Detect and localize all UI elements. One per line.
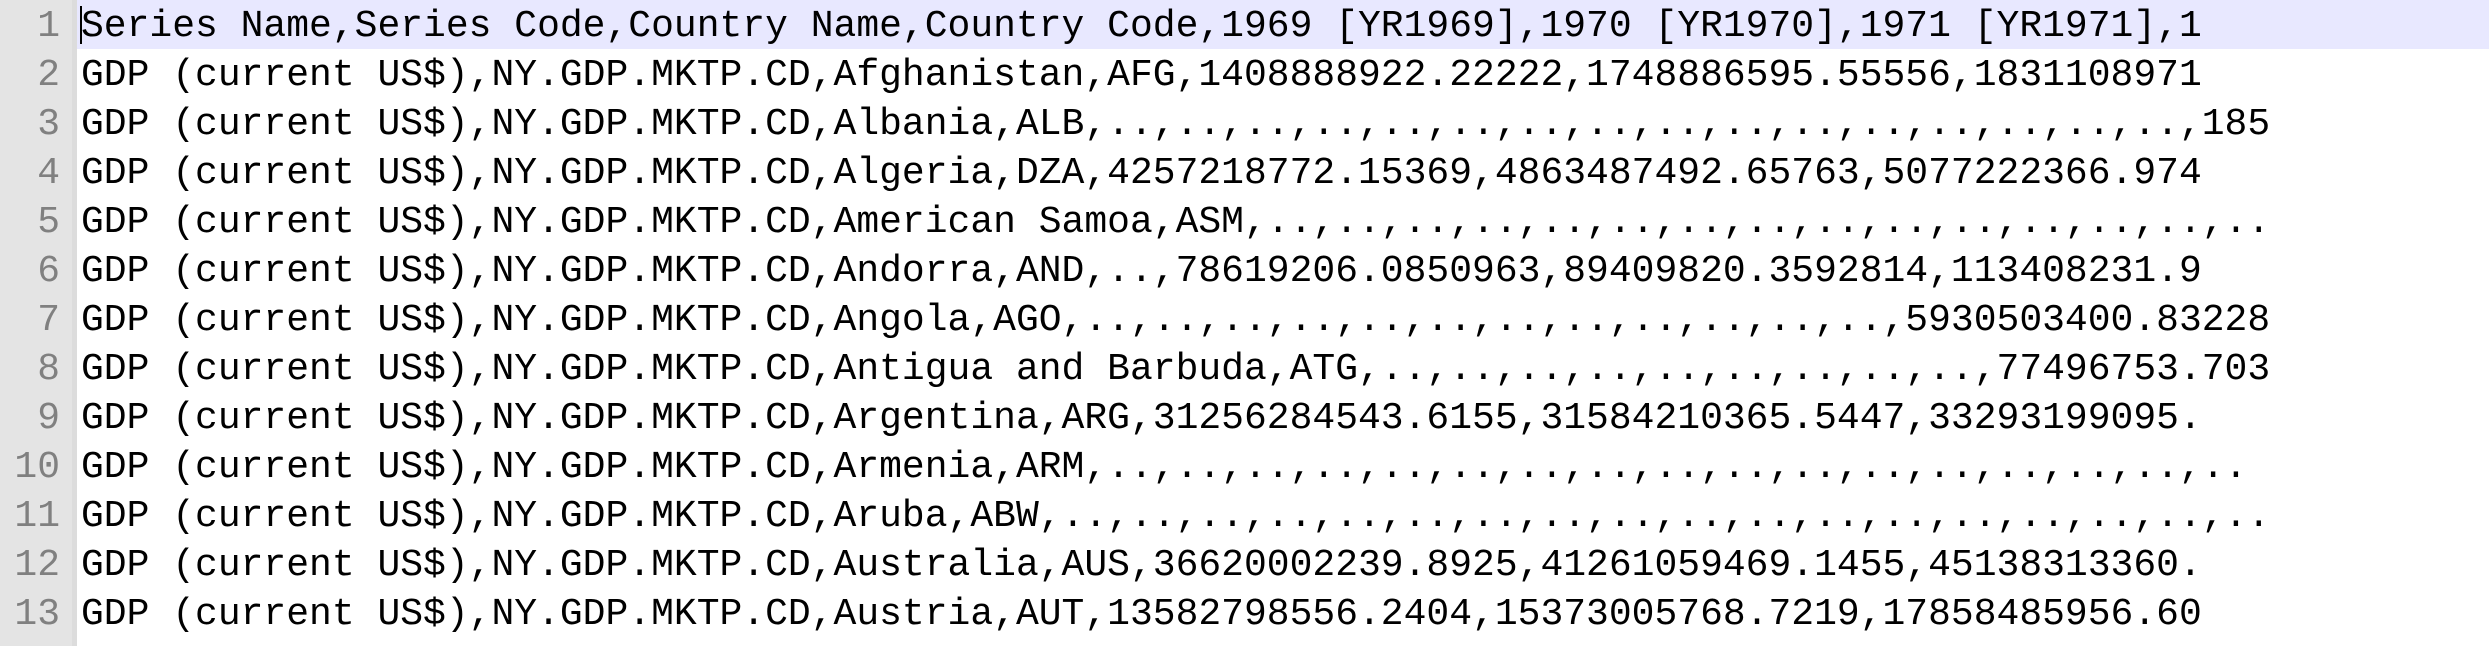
editor-line[interactable]: 11 GDP (current US$),NY.GDP.MKTP.CD,Arub…: [0, 490, 2489, 539]
line-number: 8: [37, 348, 60, 391]
line-text[interactable]: GDP (current US$),NY.GDP.MKTP.CD,Albania…: [81, 103, 2271, 146]
line-text[interactable]: GDP (current US$),NY.GDP.MKTP.CD,Algeria…: [81, 152, 2202, 195]
line-text[interactable]: GDP (current US$),NY.GDP.MKTP.CD,America…: [81, 201, 2271, 244]
editor-line[interactable]: 8 GDP (current US$),NY.GDP.MKTP.CD,Antig…: [0, 343, 2489, 392]
line-number: 9: [37, 397, 60, 440]
line-text[interactable]: GDP (current US$),NY.GDP.MKTP.CD,Armenia…: [81, 446, 2248, 489]
line-number: 11: [14, 495, 60, 538]
editor-line[interactable]: 3 GDP (current US$),NY.GDP.MKTP.CD,Alban…: [0, 98, 2489, 147]
line-text[interactable]: GDP (current US$),NY.GDP.MKTP.CD,Angola,…: [81, 299, 2271, 342]
line-number: 7: [37, 299, 60, 342]
editor-line[interactable]: 4 GDP (current US$),NY.GDP.MKTP.CD,Alger…: [0, 147, 2489, 196]
line-number: 3: [37, 103, 60, 146]
line-number-gutter: [0, 0, 77, 646]
line-text[interactable]: GDP (current US$),NY.GDP.MKTP.CD,Afghani…: [81, 54, 2202, 97]
editor-line[interactable]: 13 GDP (current US$),NY.GDP.MKTP.CD,Aust…: [0, 588, 2489, 637]
line-number: 13: [14, 593, 60, 636]
line-number: 10: [14, 446, 60, 489]
line-text[interactable]: Series Name,Series Code,Country Name,Cou…: [77, 0, 2489, 49]
editor-line[interactable]: 10 GDP (current US$),NY.GDP.MKTP.CD,Arme…: [0, 441, 2489, 490]
fold-margin: [72, 0, 77, 646]
editor-line[interactable]: 6 GDP (current US$),NY.GDP.MKTP.CD,Andor…: [0, 245, 2489, 294]
editor-line[interactable]: 1 Series Name,Series Code,Country Name,C…: [0, 0, 2489, 49]
editor-line[interactable]: 9 GDP (current US$),NY.GDP.MKTP.CD,Argen…: [0, 392, 2489, 441]
editor-line[interactable]: 7 GDP (current US$),NY.GDP.MKTP.CD,Angol…: [0, 294, 2489, 343]
line-number: 5: [37, 201, 60, 244]
line-text[interactable]: GDP (current US$),NY.GDP.MKTP.CD,Austria…: [81, 593, 2202, 636]
line-text[interactable]: GDP (current US$),NY.GDP.MKTP.CD,Austral…: [81, 544, 2202, 587]
line-number: 1: [37, 5, 60, 48]
editor-line[interactable]: 2 GDP (current US$),NY.GDP.MKTP.CD,Afgha…: [0, 49, 2489, 98]
editor-line[interactable]: 12 GDP (current US$),NY.GDP.MKTP.CD,Aust…: [0, 539, 2489, 588]
line-number: 6: [37, 250, 60, 293]
text-caret: [80, 6, 82, 44]
line-text[interactable]: GDP (current US$),NY.GDP.MKTP.CD,Aruba,A…: [81, 495, 2271, 538]
line-number: 4: [37, 152, 60, 195]
line-text[interactable]: GDP (current US$),NY.GDP.MKTP.CD,Antigua…: [81, 348, 2271, 391]
line-text[interactable]: GDP (current US$),NY.GDP.MKTP.CD,Andorra…: [81, 250, 2202, 293]
line-number: 12: [14, 544, 60, 587]
editor-line[interactable]: 5 GDP (current US$),NY.GDP.MKTP.CD,Ameri…: [0, 196, 2489, 245]
line-number: 2: [37, 54, 60, 97]
line-text[interactable]: GDP (current US$),NY.GDP.MKTP.CD,Argenti…: [81, 397, 2202, 440]
